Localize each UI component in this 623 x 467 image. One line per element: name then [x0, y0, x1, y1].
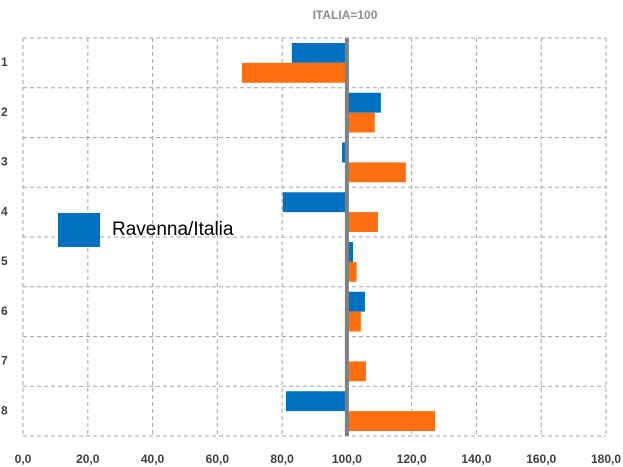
x-tick-label: 140,0 [461, 452, 491, 466]
legend-swatch [58, 213, 100, 247]
y-tick-label: 8 [1, 403, 8, 417]
bar [346, 261, 357, 282]
y-tick-label: 2 [1, 105, 8, 119]
chart-title: ITALIA=100 [313, 8, 378, 22]
x-tick-label: 80,0 [270, 452, 294, 466]
bar [346, 112, 375, 133]
y-tick-label: 7 [1, 354, 8, 368]
bar [342, 142, 347, 163]
y-tick-label: 6 [1, 304, 8, 318]
bar [282, 192, 347, 213]
x-tick-label: 120,0 [397, 452, 427, 466]
bar [346, 291, 366, 312]
bar [346, 242, 354, 262]
bar [291, 43, 347, 63]
x-tick-label: 60,0 [206, 452, 230, 466]
bar [285, 391, 347, 412]
bar [346, 411, 435, 431]
x-tick-label: 160,0 [526, 452, 556, 466]
y-tick-label: 3 [1, 155, 8, 169]
x-tick-label: 180,0 [591, 452, 621, 466]
x-tick-label: 0,0 [15, 452, 32, 466]
bar [346, 212, 378, 232]
bar [346, 162, 406, 183]
bar [346, 92, 381, 113]
x-tick-label: 100,0 [332, 452, 362, 466]
legend-label: Ravenna/Italia [112, 219, 234, 240]
bar [346, 361, 366, 382]
bar [241, 62, 347, 83]
y-tick-label: 4 [1, 204, 8, 218]
x-tick-label: 20,0 [76, 452, 100, 466]
x-tick-label: 40,0 [141, 452, 165, 466]
bar [346, 311, 361, 332]
y-tick-label: 5 [1, 254, 8, 268]
y-tick-label: 1 [1, 55, 8, 69]
